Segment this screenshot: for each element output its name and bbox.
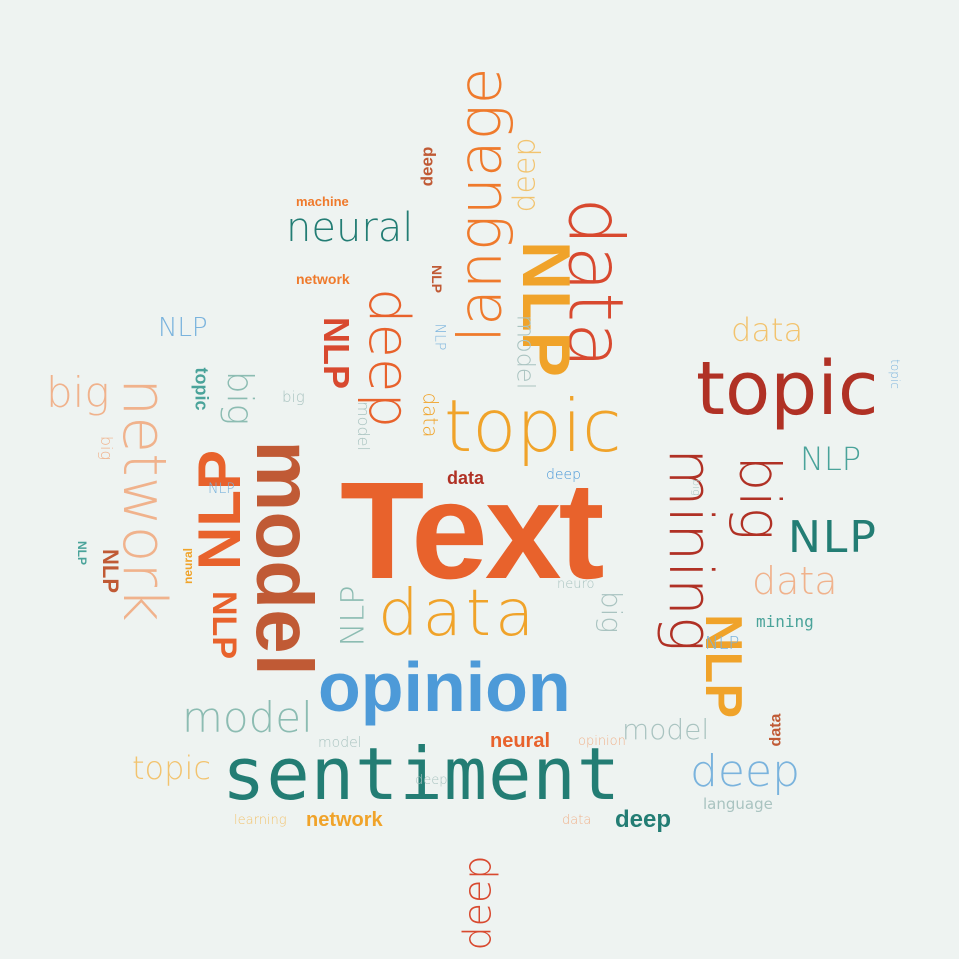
word-data-tiny-bottom: data bbox=[562, 813, 592, 828]
word-nlp-tiny-far-left: NLP bbox=[75, 541, 89, 565]
word-opinion: opinion bbox=[318, 648, 571, 726]
word-nlp-big-left-v: NLP bbox=[186, 450, 253, 570]
word-deep-top: deep bbox=[507, 137, 543, 213]
word-topic-right: topic bbox=[696, 346, 879, 432]
word-topic-tiny-right: topic bbox=[887, 359, 902, 389]
word-nlp-small3: NLP bbox=[705, 633, 740, 654]
word-learning-tiny: learning bbox=[234, 813, 287, 828]
word-big-v-center: big bbox=[595, 590, 629, 634]
word-neural-top: neural bbox=[286, 205, 414, 251]
word-nlp-small1: NLP bbox=[429, 265, 445, 293]
word-model-small-v: model bbox=[511, 314, 540, 390]
word-text: Text bbox=[340, 454, 605, 608]
word-nlp-right1: NLP bbox=[800, 440, 862, 478]
word-nlp-left-small: NLP bbox=[205, 591, 243, 659]
word-neural-bottom: neural bbox=[490, 730, 551, 752]
word-deep-small-center: deep bbox=[546, 467, 581, 483]
word-deep-tiny2: deep bbox=[415, 773, 448, 788]
word-nlp-v-small3: NLP bbox=[208, 481, 235, 497]
word-topic-v-small: topic bbox=[191, 367, 212, 411]
word-data-v-small: data bbox=[418, 392, 443, 438]
word-mining-small: mining bbox=[756, 612, 814, 631]
word-data-right: data bbox=[752, 559, 838, 603]
word-data-center: data bbox=[378, 577, 539, 651]
word-big-right-v: big bbox=[726, 455, 792, 541]
word-nlp-right2: NLP bbox=[788, 512, 878, 563]
word-big-tiny1: big bbox=[97, 435, 117, 461]
word-deep-bottom-v: deep bbox=[455, 855, 500, 951]
word-topic-bottom-left: topic bbox=[132, 749, 211, 787]
word-neural-v-small: neural bbox=[181, 547, 196, 585]
word-nlp-center-small: NLP bbox=[158, 313, 208, 343]
word-model-right: model bbox=[622, 713, 710, 746]
word-data-top-right: data bbox=[731, 311, 804, 349]
word-data-tiny-v: data bbox=[767, 713, 785, 747]
word-topic-center: topic bbox=[444, 384, 622, 468]
word-deep-small-bottom: deep bbox=[615, 806, 672, 833]
word-sentiment: sentiment bbox=[222, 732, 622, 816]
word-nlp-v-far-left: NLP bbox=[98, 549, 123, 593]
word-big-tiny-right: big bbox=[689, 479, 703, 496]
word-deep-tiny1: deep bbox=[417, 146, 437, 187]
word-neuro-tiny: neuro bbox=[557, 577, 595, 592]
word-deep-right: deep bbox=[690, 746, 800, 797]
word-opinion-tiny: opinion bbox=[578, 734, 626, 749]
word-language-small: language bbox=[703, 795, 773, 813]
word-language-top: language bbox=[445, 67, 516, 343]
word-big-left: big bbox=[46, 368, 110, 417]
word-data-small-center: data bbox=[447, 468, 485, 488]
word-big-v-left: big bbox=[219, 370, 261, 426]
word-nlp-v-center: NLP bbox=[333, 585, 372, 647]
word-model-left: model bbox=[182, 693, 313, 742]
word-nlp-orange-v: NLP bbox=[694, 614, 752, 718]
word-model-v-small2: model bbox=[353, 401, 373, 451]
word-machine: machine bbox=[296, 194, 349, 209]
word-nlp-red-v: NLP bbox=[316, 317, 357, 389]
word-model-tiny: model bbox=[318, 735, 362, 751]
word-model-big-v: model bbox=[239, 440, 329, 676]
word-network-bottom: network bbox=[306, 809, 383, 831]
word-nlp-small2: NLP bbox=[431, 323, 448, 351]
word-network-small: network bbox=[296, 271, 350, 287]
word-big-tiny-center: big bbox=[282, 388, 305, 406]
